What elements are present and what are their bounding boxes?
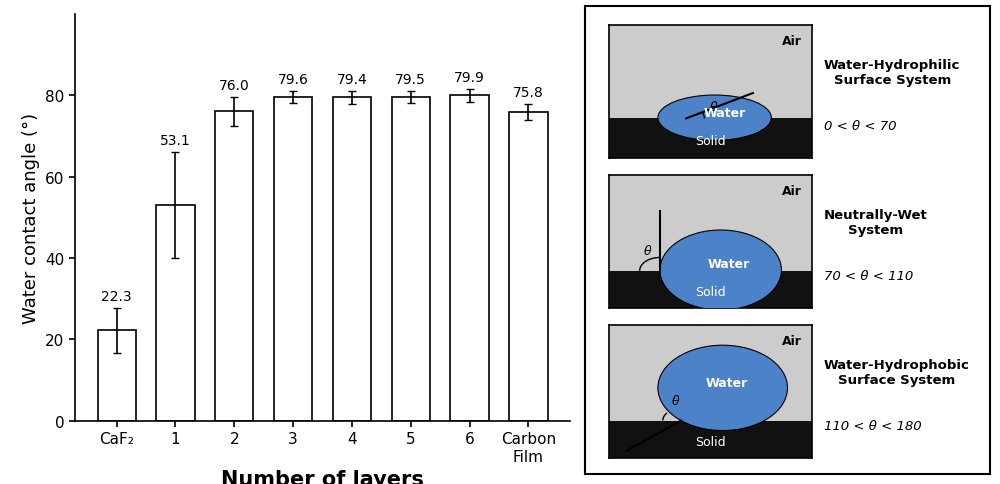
Bar bbox=[609, 421, 812, 458]
Text: $\theta$: $\theta$ bbox=[709, 99, 718, 113]
Bar bbox=[98, 331, 136, 421]
Text: Water: Water bbox=[704, 106, 746, 120]
Bar bbox=[609, 119, 812, 159]
Bar bbox=[215, 112, 253, 421]
Text: 0 < θ < 70: 0 < θ < 70 bbox=[824, 120, 896, 133]
Text: 79.4: 79.4 bbox=[337, 73, 367, 87]
Y-axis label: Water contact angle (°): Water contact angle (°) bbox=[22, 112, 40, 323]
Text: $\theta$: $\theta$ bbox=[643, 243, 652, 257]
X-axis label: Number of layers: Number of layers bbox=[221, 469, 424, 484]
Text: 53.1: 53.1 bbox=[160, 134, 191, 148]
Circle shape bbox=[658, 346, 787, 431]
Text: Neutrally-Wet
System: Neutrally-Wet System bbox=[824, 209, 928, 237]
Bar bbox=[450, 96, 489, 421]
Text: Solid: Solid bbox=[695, 135, 726, 148]
Text: $\theta$: $\theta$ bbox=[671, 393, 680, 408]
Text: 110 < θ < 180: 110 < θ < 180 bbox=[824, 419, 922, 432]
Text: Air: Air bbox=[782, 35, 802, 48]
Ellipse shape bbox=[658, 96, 771, 141]
Text: 70 < θ < 110: 70 < θ < 110 bbox=[824, 270, 913, 282]
Text: Air: Air bbox=[782, 334, 802, 347]
Text: Water-Hydrophobic
Surface System: Water-Hydrophobic Surface System bbox=[824, 358, 970, 386]
Text: Water-Hydrophilic
Surface System: Water-Hydrophilic Surface System bbox=[824, 59, 960, 87]
Text: 79.6: 79.6 bbox=[278, 73, 309, 87]
Bar bbox=[156, 205, 195, 421]
Text: 79.5: 79.5 bbox=[395, 73, 426, 87]
Bar bbox=[392, 98, 430, 421]
Text: Solid: Solid bbox=[695, 285, 726, 298]
Bar bbox=[274, 97, 312, 421]
Text: Water: Water bbox=[708, 257, 750, 270]
Text: Air: Air bbox=[782, 185, 802, 197]
Circle shape bbox=[660, 230, 781, 310]
Text: 75.8: 75.8 bbox=[513, 86, 544, 100]
Text: Water: Water bbox=[706, 376, 748, 389]
Text: 76.0: 76.0 bbox=[219, 79, 250, 93]
Bar bbox=[609, 271, 812, 308]
Text: 79.9: 79.9 bbox=[454, 71, 485, 85]
Text: Solid: Solid bbox=[695, 435, 726, 448]
Bar bbox=[509, 113, 548, 421]
Bar bbox=[333, 98, 371, 421]
Text: 22.3: 22.3 bbox=[101, 289, 132, 303]
